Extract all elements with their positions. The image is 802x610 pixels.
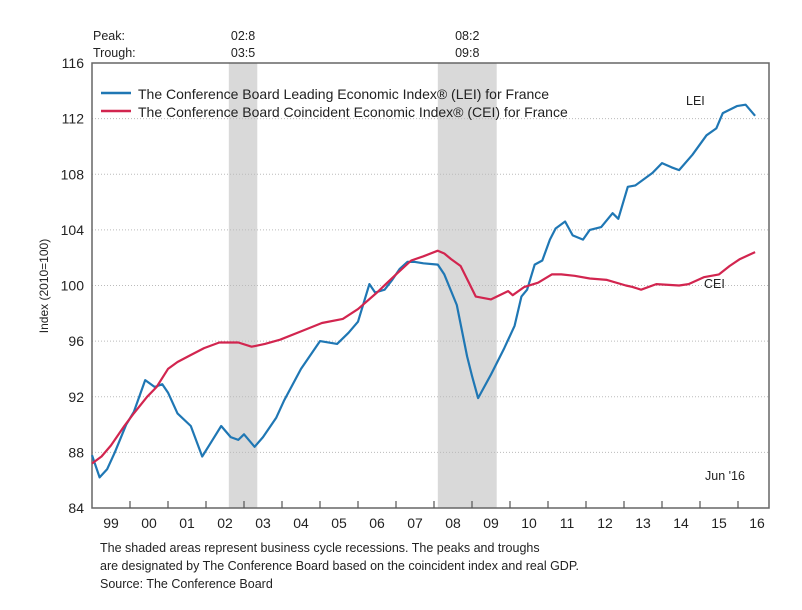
x-tick-label: 10 [521, 515, 537, 531]
source-note: Source: The Conference Board [100, 577, 273, 591]
recession-trough-label: 03:5 [231, 46, 255, 60]
x-tick-label: 02 [217, 515, 233, 531]
y-axis-label: Index (2010=100) [37, 239, 51, 333]
footnote-line-1: The shaded areas represent business cycl… [100, 541, 540, 555]
recession-peak-label: 08:2 [455, 29, 479, 43]
lei-annotation: LEI [686, 94, 705, 108]
x-tick-label: 04 [293, 515, 309, 531]
cei-annotation: CEI [704, 277, 725, 291]
x-tick-label: 01 [179, 515, 195, 531]
x-tick-label: 07 [407, 515, 423, 531]
y-tick-label: 112 [62, 111, 85, 127]
footnote-line-2: are designated by The Conference Board b… [100, 559, 580, 573]
trough-header: Trough: [93, 46, 136, 60]
recession-trough-label: 09:8 [455, 46, 479, 60]
y-tick-label: 116 [62, 55, 85, 71]
plot-frame [91, 62, 770, 509]
y-tick-label: 96 [68, 333, 84, 349]
x-tick-label: 08 [445, 515, 461, 531]
y-tick-label: 108 [61, 166, 85, 182]
y-tick-label: 104 [61, 222, 85, 238]
x-tick-label: 09 [483, 515, 499, 531]
x-tick-label: 13 [635, 515, 651, 531]
peak-header: Peak: [93, 29, 125, 43]
x-tick-label: 16 [749, 515, 765, 531]
recession-peak-label: 02:8 [231, 29, 255, 43]
x-tick-label: 14 [673, 515, 689, 531]
series-line-lei [90, 103, 756, 479]
x-tick-label: 11 [560, 515, 575, 531]
legend-cei-label: The Conference Board Coincident Economic… [138, 104, 568, 120]
x-tick-label: 15 [711, 515, 727, 531]
y-tick-label: 88 [68, 444, 84, 460]
legend-lei-label: The Conference Board Leading Economic In… [138, 86, 549, 102]
date-annotation: Jun '16 [705, 469, 745, 483]
x-tick-label: 06 [369, 515, 385, 531]
y-tick-label: 84 [68, 500, 84, 516]
x-tick-label: 12 [597, 515, 613, 531]
x-tick-label: 03 [255, 515, 271, 531]
series-line-cei [91, 249, 756, 465]
x-tick-label: 00 [141, 515, 157, 531]
x-tick-label: 99 [103, 515, 119, 531]
x-tick-label: 05 [331, 515, 347, 531]
y-tick-label: 92 [68, 389, 84, 405]
y-tick-label: 100 [61, 278, 85, 294]
